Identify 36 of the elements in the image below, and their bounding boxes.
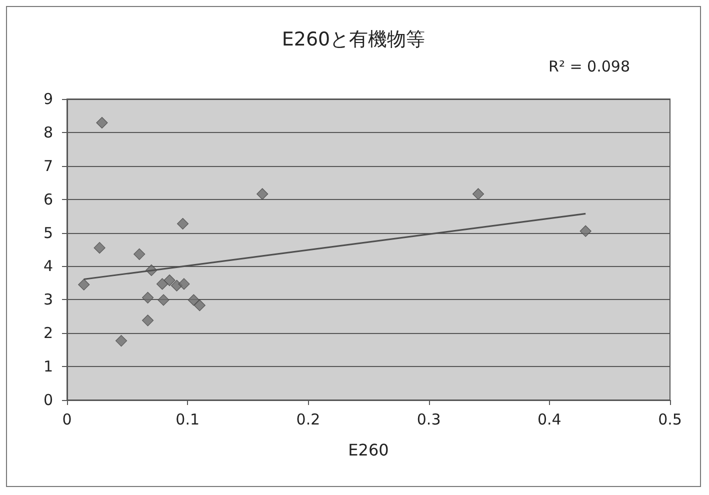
chart-title: E260と有機物等: [282, 28, 426, 50]
y-tick-label: 6: [43, 190, 53, 208]
point: [115, 335, 128, 347]
y-tick-label: 9: [43, 90, 53, 108]
point: [176, 218, 189, 230]
point: [78, 278, 90, 290]
y-tick-label: 7: [43, 156, 53, 175]
point: [142, 292, 154, 304]
y-tick-label: 3: [43, 290, 53, 309]
y-tick-label: 0: [43, 391, 53, 409]
point: [164, 274, 176, 286]
point: [188, 294, 200, 306]
text: R² = 0.098: [548, 58, 630, 76]
x-axis-title: E260: [348, 440, 389, 460]
point: [142, 314, 154, 326]
x-tick-label: 0.4: [537, 410, 562, 428]
x-tick-label: 0.3: [416, 410, 441, 428]
x-tick-label: 0.5: [658, 410, 682, 428]
y-tick-label: 5: [43, 224, 53, 242]
x-tick-label: 0.2: [296, 410, 320, 428]
y-tick-label: 4: [43, 257, 53, 276]
point: [580, 225, 592, 237]
y-tick-label: 1: [43, 358, 53, 376]
x-tick-label: 0.1: [176, 410, 200, 428]
point: [256, 188, 268, 200]
x-tick-label: 0: [62, 410, 72, 428]
point: [178, 278, 190, 290]
point: [156, 278, 168, 290]
point: [96, 116, 108, 129]
point: [472, 188, 484, 200]
y-tick-label: 2: [43, 324, 53, 342]
point: [158, 294, 170, 306]
point: [94, 242, 106, 254]
y-tick-label: 8: [43, 123, 53, 142]
point: [134, 248, 146, 260]
point: [194, 300, 206, 312]
